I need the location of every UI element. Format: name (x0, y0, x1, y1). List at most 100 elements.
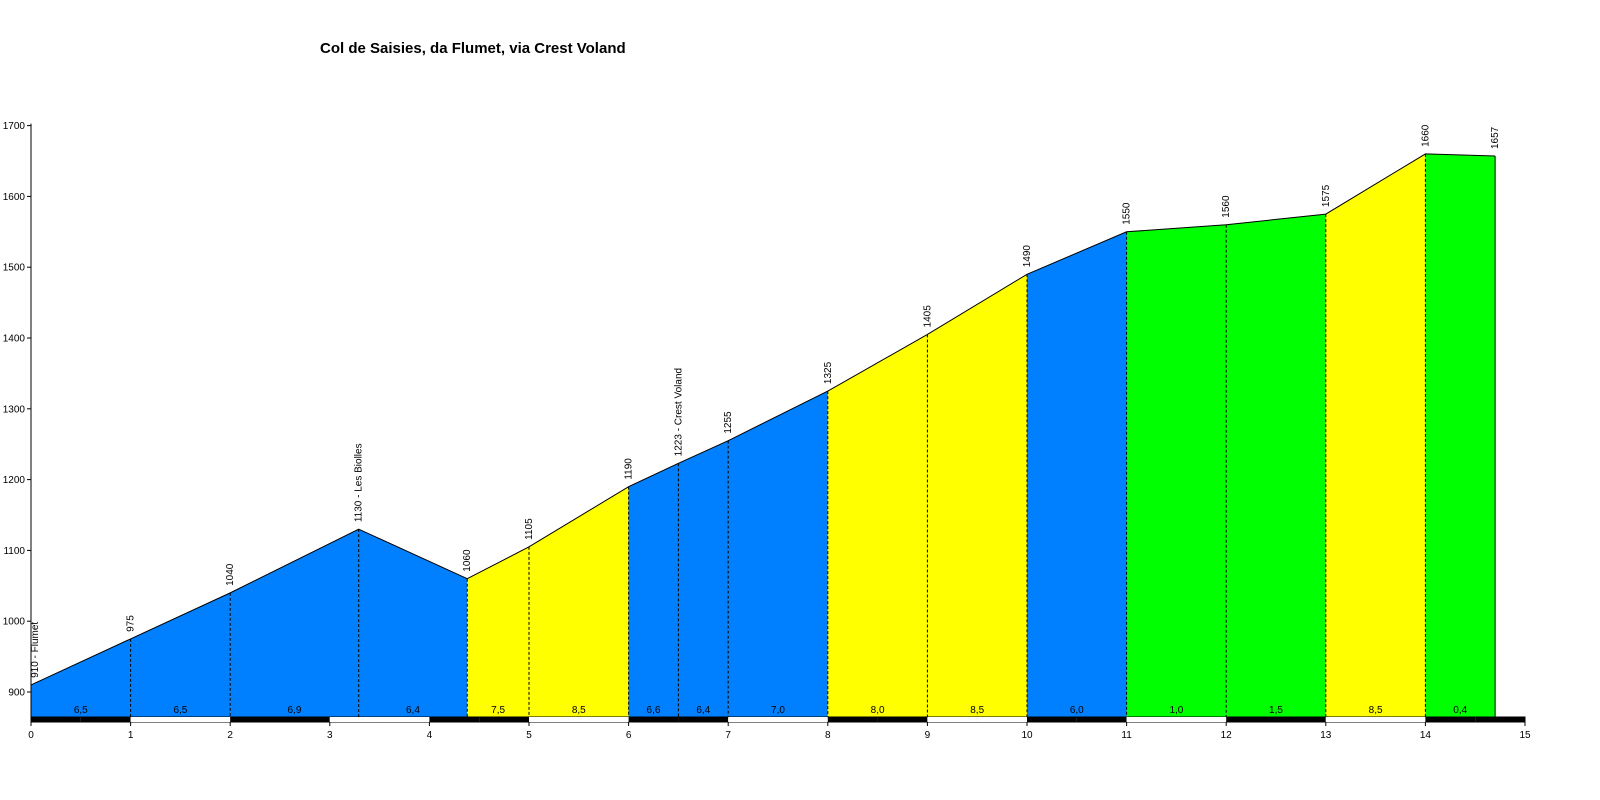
scale-bar-block (479, 717, 529, 722)
x-tick-label: 4 (427, 730, 433, 741)
x-tick-label: 0 (28, 730, 34, 741)
scale-bar-block (379, 717, 430, 722)
profile-segment (628, 463, 679, 717)
scale-bar-block (927, 717, 978, 722)
gradient-label: 6,9 (287, 705, 301, 716)
y-tick-label: 900 (8, 688, 25, 699)
scale-bar-block (1425, 717, 1476, 722)
x-tick-label: 7 (725, 730, 731, 741)
gradient-label: 8,5 (572, 705, 586, 716)
x-tick-label: 14 (1420, 730, 1432, 741)
x-tick-label: 15 (1519, 730, 1531, 741)
scale-bar-block (1176, 717, 1227, 722)
scale-bar-block (778, 717, 828, 722)
gradient-label: 6,5 (173, 705, 187, 716)
elevation-label: 1223 - Crest Voland (673, 368, 684, 456)
elevation-label: 1550 (1122, 202, 1133, 225)
elevation-label: 1560 (1221, 195, 1232, 218)
scale-bar-block (329, 717, 380, 722)
profile-segment (1425, 153, 1496, 718)
scale-bar-block (678, 717, 729, 722)
x-tick-label: 9 (925, 730, 931, 741)
x-tick-label: 5 (526, 730, 532, 741)
scale-bar-block (578, 717, 629, 722)
profile-segment (1027, 231, 1127, 718)
profile-segment (230, 529, 359, 717)
profile-segment (728, 391, 828, 717)
elevation-label: 1130 - Les Biolles (354, 443, 365, 522)
scale-bar-block (628, 717, 679, 722)
scale-bar-block (429, 717, 480, 722)
profile-segment (529, 486, 629, 717)
scale-bar-block (977, 717, 1027, 722)
y-tick-label: 1400 (3, 334, 26, 345)
scale-bar-block (1325, 717, 1376, 722)
scale-bar-block (280, 717, 330, 722)
profile-segment (1126, 224, 1227, 717)
profile-segment (678, 440, 729, 717)
scale-bar-block (31, 717, 81, 722)
y-tick-label: 1000 (3, 617, 26, 628)
scale-bar-block (529, 717, 579, 722)
x-tick-label: 11 (1121, 730, 1132, 741)
gradient-label: 8,5 (1369, 705, 1383, 716)
gradient-label: 6,5 (74, 705, 88, 716)
elevation-label: 975 (126, 615, 137, 632)
scale-bar-block (80, 717, 131, 722)
scale-bar-block (1226, 717, 1276, 722)
scale-bar-block (827, 717, 878, 722)
gradient-label: 6,6 (647, 705, 661, 716)
profile-segment (827, 334, 928, 717)
distance-scale-bar (30, 716, 1526, 723)
y-tick-label: 1500 (3, 263, 26, 274)
scale-bar-block (1475, 717, 1525, 722)
elevation-label: 1660 (1420, 124, 1431, 147)
gradient-label: 7,5 (491, 705, 505, 716)
profile-segment (927, 274, 1027, 717)
elevation-label: 1325 (823, 361, 834, 384)
elevation-label: 1190 (624, 458, 635, 480)
x-tick-label: 10 (1021, 730, 1033, 741)
x-tick-label: 6 (626, 730, 632, 741)
profile-segment (1325, 153, 1426, 718)
gradient-label: 8,0 (871, 705, 885, 716)
gradient-label: 7,0 (771, 705, 785, 716)
scale-bar-block (1076, 717, 1127, 722)
x-tick-label: 1 (128, 730, 134, 741)
x-tick-label: 13 (1320, 730, 1332, 741)
gradient-label: 0,4 (1453, 705, 1467, 716)
y-tick-label: 1600 (3, 192, 26, 203)
gradient-labels: 6,5 6,5 6,9 6,4 7,5 8,5 6,6 6,4 7,0 8,0 8,5 6,0 1,0 1… (74, 705, 1468, 716)
elevation-labels: 910 - Flumet 975 1040 1130 - Les Biolles 106… (30, 124, 1501, 678)
elevation-label: 1657 (1490, 126, 1501, 149)
profile-segment (467, 546, 529, 717)
x-tick-label: 12 (1221, 730, 1233, 741)
profile-segment (130, 592, 231, 717)
profile-segment (358, 529, 468, 717)
gradient-label: 6,4 (696, 705, 710, 716)
profile-segment (31, 638, 131, 717)
chart-title: Col de Saisies, da Flumet, via Crest Vol… (320, 40, 626, 57)
y-tick-label: 1100 (3, 546, 25, 557)
gradient-label: 1,0 (1169, 705, 1183, 716)
elevation-label: 1255 (723, 411, 734, 434)
y-axis: 900 1000 1100 1200 1300 1400 1500 1600 1700 (3, 121, 32, 717)
elevation-label: 910 - Flumet (30, 622, 41, 678)
elevation-label: 1040 (225, 563, 236, 586)
y-tick-label: 1300 (3, 404, 26, 415)
x-tick-label: 8 (825, 730, 831, 741)
elevation-label: 1105 (524, 518, 535, 540)
elevation-label: 1490 (1022, 245, 1033, 268)
x-axis: 0 1 2 3 4 5 6 7 8 9 10 11 12 13 14 15 (28, 722, 1531, 741)
scale-bar-block (728, 717, 778, 722)
scale-bar-block (1126, 717, 1177, 722)
scale-bar-block (180, 717, 231, 722)
elevation-label: 1405 (922, 305, 933, 328)
y-tick-label: 1700 (3, 121, 26, 132)
scale-bar-block (130, 717, 181, 722)
x-tick-label: 3 (327, 730, 333, 741)
x-tick-label: 2 (227, 730, 233, 741)
scale-bar-block (877, 717, 928, 722)
scale-bar-block (1375, 717, 1426, 722)
